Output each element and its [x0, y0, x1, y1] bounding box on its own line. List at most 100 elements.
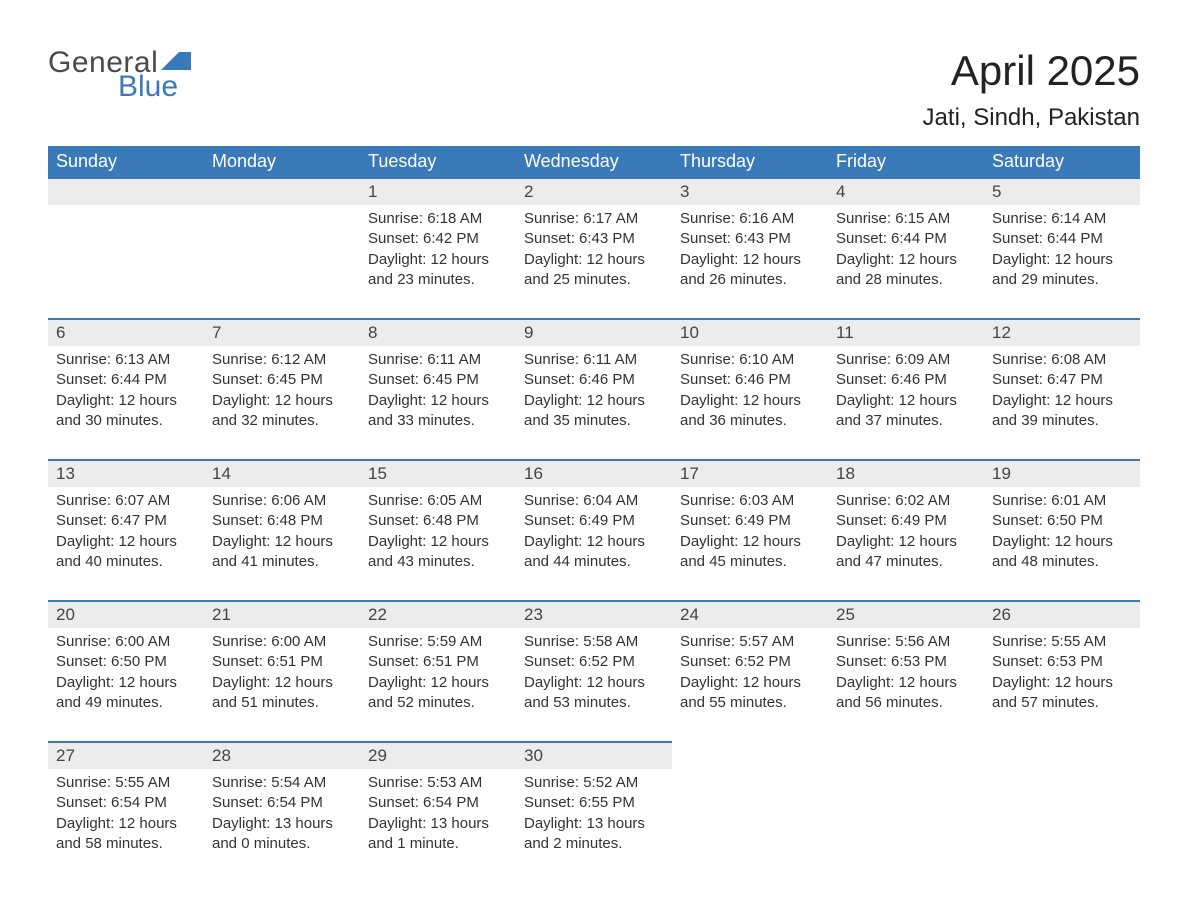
sunset-line: Sunset: 6:48 PM — [368, 512, 479, 529]
title-block: April 2025 Jati, Sindh, Pakistan — [923, 48, 1140, 132]
day-header: Tuesday — [360, 146, 516, 178]
sunrise-line: Sunrise: 6:06 AM — [212, 492, 326, 509]
sunset-line: Sunset: 6:49 PM — [680, 512, 791, 529]
day-number-cell: 16 — [516, 460, 672, 487]
day-number-cell: 30 — [516, 742, 672, 769]
day-content-cell: Sunrise: 6:01 AMSunset: 6:50 PMDaylight:… — [984, 487, 1140, 601]
sunset-line: Sunset: 6:46 PM — [836, 371, 947, 388]
day-number-cell — [828, 742, 984, 769]
day-content-cell: Sunrise: 6:13 AMSunset: 6:44 PMDaylight:… — [48, 346, 204, 460]
day-content-cell — [672, 769, 828, 882]
day-content-cell — [984, 769, 1140, 882]
daylight-line: Daylight: 12 hours and 35 minutes. — [524, 392, 645, 429]
sunrise-line: Sunrise: 5:59 AM — [368, 633, 482, 650]
daylight-line: Daylight: 12 hours and 43 minutes. — [368, 533, 489, 570]
day-content-cell: Sunrise: 6:15 AMSunset: 6:44 PMDaylight:… — [828, 205, 984, 319]
daylight-line: Daylight: 12 hours and 56 minutes. — [836, 674, 957, 711]
day-content-cell: Sunrise: 6:06 AMSunset: 6:48 PMDaylight:… — [204, 487, 360, 601]
day-number-cell: 15 — [360, 460, 516, 487]
day-number-cell: 17 — [672, 460, 828, 487]
day-content-cell: Sunrise: 6:03 AMSunset: 6:49 PMDaylight:… — [672, 487, 828, 601]
day-number-cell: 26 — [984, 601, 1140, 628]
daylight-line: Daylight: 12 hours and 44 minutes. — [524, 533, 645, 570]
sunrise-line: Sunrise: 6:09 AM — [836, 351, 950, 368]
sunrise-line: Sunrise: 6:11 AM — [524, 351, 637, 368]
daylight-line: Daylight: 12 hours and 57 minutes. — [992, 674, 1113, 711]
daylight-line: Daylight: 12 hours and 58 minutes. — [56, 815, 177, 852]
sunset-line: Sunset: 6:54 PM — [56, 794, 167, 811]
day-content-cell: Sunrise: 6:08 AMSunset: 6:47 PMDaylight:… — [984, 346, 1140, 460]
sunset-line: Sunset: 6:47 PM — [56, 512, 167, 529]
day-content-cell — [828, 769, 984, 882]
daylight-line: Daylight: 12 hours and 52 minutes. — [368, 674, 489, 711]
daylight-line: Daylight: 13 hours and 2 minutes. — [524, 815, 645, 852]
week-content-row: Sunrise: 6:00 AM Sunset: 6:50 PM Daylight:… — [48, 628, 1140, 742]
day-number-cell: 21 — [204, 601, 360, 628]
daylight-line: Daylight: 12 hours and 53 minutes. — [524, 674, 645, 711]
day-number-cell — [204, 178, 360, 205]
sunrise-line: Sunrise: 5:55 AM — [992, 633, 1106, 650]
daylight-line: Daylight: 12 hours and 32 minutes. — [212, 392, 333, 429]
day-number-cell: 18 — [828, 460, 984, 487]
daylight-line: Daylight: 12 hours and 25 minutes. — [524, 251, 645, 288]
daylight-line: Daylight: 12 hours and 33 minutes. — [368, 392, 489, 429]
daylight-line: Daylight: 12 hours and 26 minutes. — [680, 251, 801, 288]
sunrise-line: Sunrise: 6:07 AM — [56, 492, 170, 509]
day-number-cell: 3 — [672, 178, 828, 205]
day-number-cell: 24 — [672, 601, 828, 628]
sunrise-line: Sunrise: 6:16 AM — [680, 210, 794, 227]
location-subtitle: Jati, Sindh, Pakistan — [923, 104, 1140, 132]
daylight-line: Daylight: 12 hours and 37 minutes. — [836, 392, 957, 429]
day-number-cell: 4 — [828, 178, 984, 205]
sunset-line: Sunset: 6:46 PM — [524, 371, 635, 388]
sunset-line: Sunset: 6:53 PM — [992, 653, 1103, 670]
sunrise-line: Sunrise: 6:00 AM — [56, 633, 170, 650]
day-content-cell: Sunrise: 6:04 AMSunset: 6:49 PMDaylight:… — [516, 487, 672, 601]
sunrise-line: Sunrise: 6:00 AM — [212, 633, 326, 650]
day-header: Thursday — [672, 146, 828, 178]
sunrise-line: Sunrise: 6:12 AM — [212, 351, 326, 368]
sunrise-line: Sunrise: 6:11 AM — [368, 351, 481, 368]
header-row: General Blue April 2025 Jati, Sindh, Pak… — [48, 48, 1140, 132]
daylight-line: Daylight: 13 hours and 0 minutes. — [212, 815, 333, 852]
day-number-cell: 11 — [828, 319, 984, 346]
sunset-line: Sunset: 6:50 PM — [56, 653, 167, 670]
calendar-page: General Blue April 2025 Jati, Sindh, Pak… — [0, 0, 1188, 882]
day-header: Sunday — [48, 146, 204, 178]
day-content-cell: Sunrise: 5:56 AMSunset: 6:53 PMDaylight:… — [828, 628, 984, 742]
day-number-cell: 12 — [984, 319, 1140, 346]
day-number-cell: 13 — [48, 460, 204, 487]
day-content-cell: Sunrise: 6:00 AMSunset: 6:51 PMDaylight:… — [204, 628, 360, 742]
daylight-line: Daylight: 12 hours and 36 minutes. — [680, 392, 801, 429]
day-content-cell: Sunrise: 5:55 AM Sunset: 6:54 PM Daylight:… — [48, 769, 204, 882]
week-content-row: Sunrise: 6:18 AMSunset: 6:42 PMDaylight:… — [48, 205, 1140, 319]
day-number-cell: 25 — [828, 601, 984, 628]
day-header: Saturday — [984, 146, 1140, 178]
sunrise-line: Sunrise: 5:55 AM — [56, 774, 170, 791]
sunrise-line: Sunrise: 5:56 AM — [836, 633, 950, 650]
day-number-cell: 5 — [984, 178, 1140, 205]
daylight-line: Daylight: 12 hours and 49 minutes. — [56, 674, 177, 711]
month-title: April 2025 — [923, 48, 1140, 94]
week-daynum-row: 6789101112 — [48, 319, 1140, 346]
day-content-cell: Sunrise: 5:59 AMSunset: 6:51 PMDaylight:… — [360, 628, 516, 742]
day-number-cell: 20 — [48, 601, 204, 628]
sunset-line: Sunset: 6:49 PM — [836, 512, 947, 529]
week-daynum-row: 13141516171819 — [48, 460, 1140, 487]
daylight-line: Daylight: 12 hours and 40 minutes. — [56, 533, 177, 570]
sunset-line: Sunset: 6:47 PM — [992, 371, 1103, 388]
daylight-line: Daylight: 12 hours and 23 minutes. — [368, 251, 489, 288]
day-content-cell: Sunrise: 6:14 AMSunset: 6:44 PMDaylight:… — [984, 205, 1140, 319]
daylight-line: Daylight: 12 hours and 28 minutes. — [836, 251, 957, 288]
day-number-cell: 27 — [48, 742, 204, 769]
day-number-cell — [48, 178, 204, 205]
day-content-cell: Sunrise: 6:02 AMSunset: 6:49 PMDaylight:… — [828, 487, 984, 601]
day-content-cell: Sunrise: 6:11 AM Sunset: 6:46 PM Daylight:… — [516, 346, 672, 460]
day-content-cell: Sunrise: 6:00 AM Sunset: 6:50 PM Daylight:… — [48, 628, 204, 742]
day-number-cell — [984, 742, 1140, 769]
sunrise-line: Sunrise: 6:18 AM — [368, 210, 482, 227]
day-content-cell: Sunrise: 5:55 AM Sunset: 6:53 PM Daylight:… — [984, 628, 1140, 742]
sunset-line: Sunset: 6:50 PM — [992, 512, 1103, 529]
daylight-line: Daylight: 12 hours and 47 minutes. — [836, 533, 957, 570]
day-header: Monday — [204, 146, 360, 178]
